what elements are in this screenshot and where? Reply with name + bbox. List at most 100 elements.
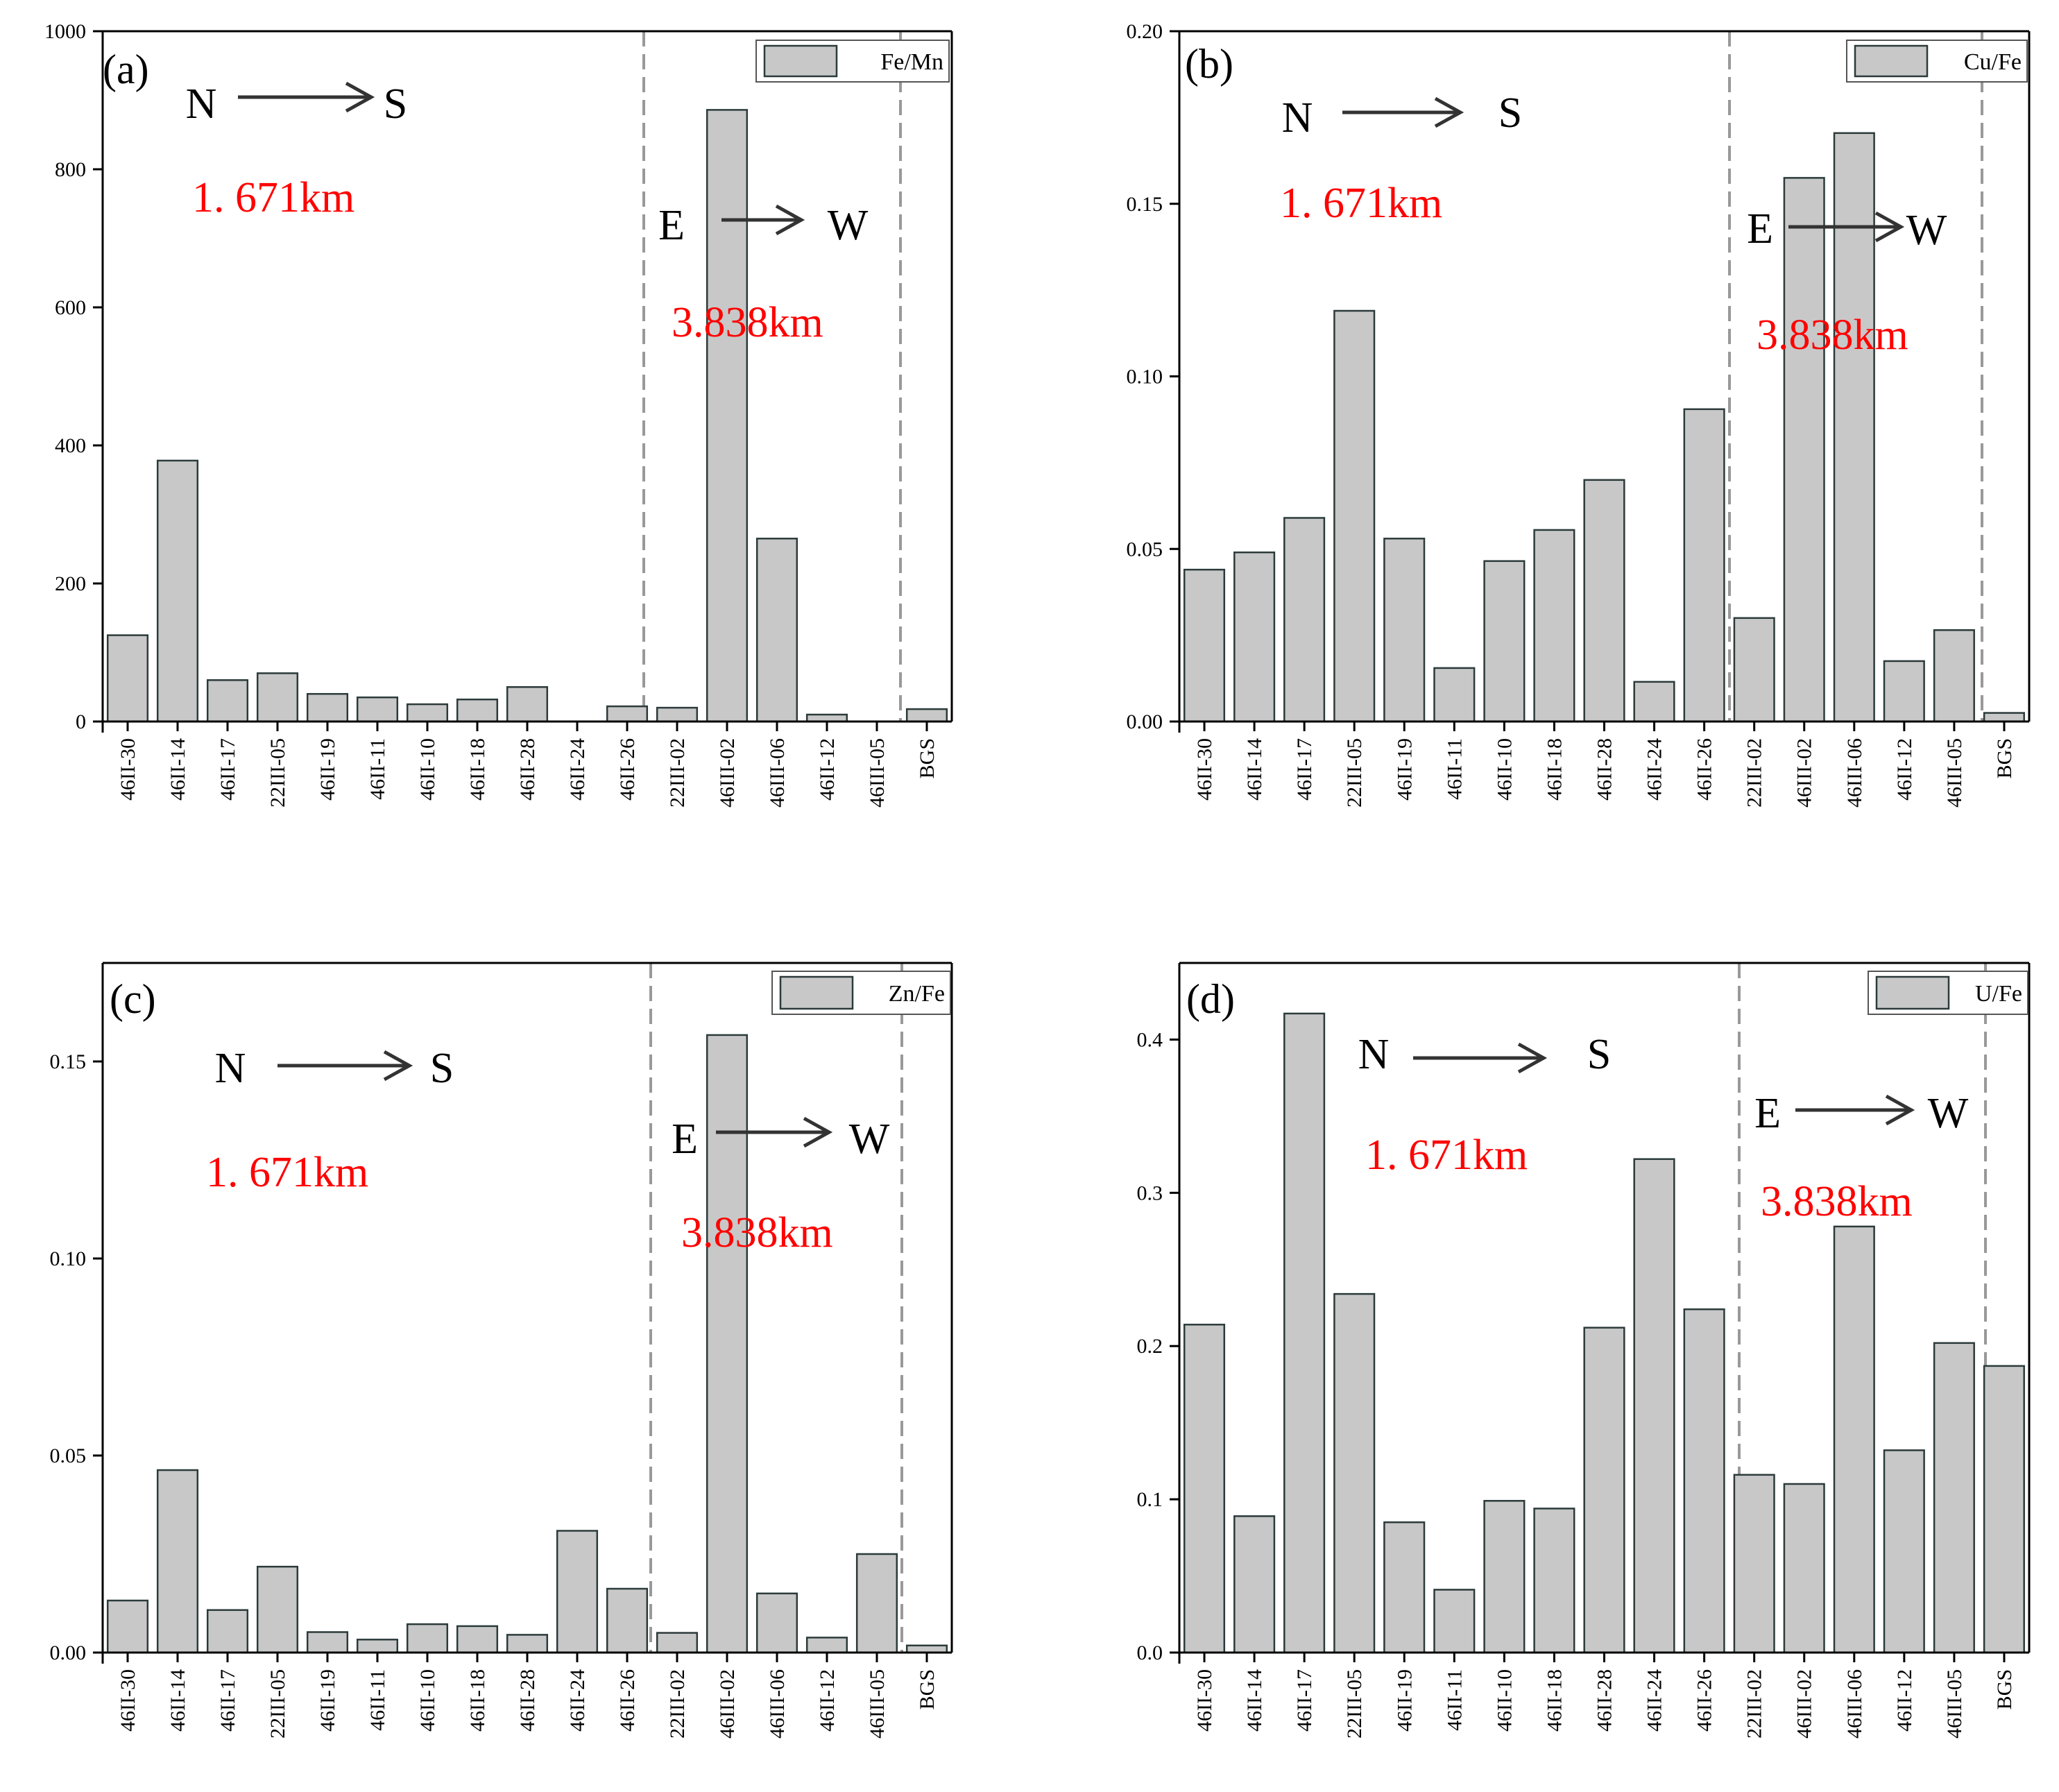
x-tick-label: 46II-24	[566, 1669, 589, 1732]
west-label: W	[1928, 1090, 1969, 1137]
bar-46II-24	[1633, 1158, 1675, 1654]
x-tick-label: 46III-05	[866, 1669, 889, 1739]
y-tick-label: 0.10	[50, 1247, 87, 1270]
x-tick-label: 46II-28	[516, 738, 539, 801]
bar-46III-02	[706, 109, 749, 723]
x-tick-label: 46II-26	[616, 1669, 639, 1732]
x-tick-label: 46II-11	[366, 1669, 389, 1731]
bar-46II-24	[1633, 681, 1675, 723]
y-tick-label: 1000	[44, 20, 86, 43]
bar-46II-18	[1533, 529, 1575, 723]
bar-46II-28	[1583, 1326, 1625, 1654]
x-tick-label: 46II-17	[1293, 1669, 1316, 1732]
x-tick-label: 46II-14	[166, 1669, 189, 1732]
x-tick-label: 46II-19	[316, 1669, 339, 1732]
bar-22III-02	[656, 706, 699, 723]
bar-46II-26	[606, 705, 649, 723]
x-tick-label: 46II-18	[1543, 738, 1566, 801]
x-tick-label: 46II-14	[1243, 738, 1266, 801]
x-tick-label: 46II-11	[1443, 738, 1466, 800]
x-tick-label: 46III-05	[1943, 1669, 1966, 1739]
x-tick-label: BGS	[916, 738, 939, 778]
bar-46III-05	[1933, 629, 1975, 723]
bar-46II-10	[1483, 560, 1526, 723]
south-label: S	[384, 80, 407, 128]
y-tick-label: 0.3	[1137, 1181, 1163, 1204]
bar-46II-26	[606, 1587, 649, 1654]
x-tick-label: 22III-02	[1743, 738, 1766, 808]
y-tick-label: 0.0	[1137, 1641, 1163, 1664]
bar-22III-02	[1733, 617, 1775, 723]
y-tick-label: 0.4	[1137, 1028, 1163, 1051]
north-south-distance: 1. 671km	[1365, 1132, 1528, 1179]
x-tick-label: 46III-06	[1843, 1669, 1866, 1739]
north-south-distance: 1. 671km	[192, 174, 354, 221]
x-tick-label: 46II-28	[1594, 738, 1616, 801]
bar-46II-11	[356, 1639, 399, 1654]
x-tick-label: 46II-11	[366, 738, 389, 800]
x-tick-label: 46II-12	[1893, 738, 1916, 801]
bar-22III-02	[656, 1632, 699, 1654]
east-west-arrow-head	[1885, 1094, 1915, 1126]
x-tick-label: 46III-06	[766, 738, 789, 808]
bar-46III-02	[1783, 1483, 1825, 1654]
x-tick-label: 46II-26	[1693, 738, 1716, 801]
bar-BGS	[905, 708, 948, 723]
east-west-arrow-head	[803, 1116, 833, 1148]
panel-label: (c)	[110, 976, 156, 1022]
west-label: W	[849, 1116, 890, 1163]
x-tick-label: 46II-18	[466, 1669, 489, 1732]
bar-46III-02	[1783, 177, 1825, 723]
south-label: S	[1587, 1031, 1611, 1078]
x-tick-label: 22III-05	[266, 1669, 289, 1739]
bar-46III-05	[855, 1553, 898, 1654]
x-tick-label: 46III-02	[716, 738, 739, 808]
x-tick-label: 46II-10	[1493, 738, 1516, 801]
panel-label: (b)	[1185, 41, 1233, 87]
bar-46II-11	[1433, 1589, 1476, 1654]
y-tick-label: 0	[76, 710, 86, 733]
x-tick-label: 46II-11	[1443, 1669, 1466, 1731]
east-label: E	[672, 1116, 698, 1163]
x-tick-label: 46II-14	[166, 738, 189, 801]
x-tick-label: 22III-02	[1743, 1669, 1766, 1739]
bar-BGS	[1983, 712, 2025, 723]
bar-22III-05	[1333, 309, 1376, 723]
x-tick-label: 46II-17	[1293, 738, 1316, 801]
x-tick-label: 46II-30	[1193, 738, 1216, 801]
north-south-arrow-head	[345, 81, 375, 113]
bar-46II-17	[1283, 1012, 1326, 1654]
east-west-distance: 3.838km	[672, 299, 823, 346]
chart-panel-a: 0 200 400 600 800 1000 46II-30 46II-14 46II-17 22…	[44, 20, 953, 808]
x-tick-label: 22III-05	[1343, 1669, 1366, 1739]
bar-46II-11	[1433, 667, 1476, 723]
bar-46II-26	[1683, 1308, 1725, 1654]
x-tick-label: 46II-30	[1193, 1669, 1216, 1732]
bar-22III-05	[256, 672, 299, 723]
x-tick-label: 46II-17	[216, 738, 239, 801]
x-tick-label: 46II-12	[1893, 1669, 1916, 1732]
east-west-distance: 3.838km	[681, 1209, 833, 1256]
north-south-arrow-head	[1517, 1042, 1548, 1074]
north-south-arrow-head	[1434, 96, 1464, 128]
bar-46III-05	[1933, 1342, 1975, 1654]
bar-46II-12	[1883, 1449, 1925, 1654]
east-west-arrow-head	[1874, 211, 1905, 243]
bar-46II-10	[406, 1623, 449, 1654]
east-label: E	[658, 202, 685, 249]
north-label: N	[1282, 94, 1313, 142]
bar-46II-18	[456, 1625, 499, 1654]
x-tick-label: 46II-10	[416, 1669, 439, 1732]
y-tick-label: 0.15	[1127, 193, 1163, 216]
x-tick-label: 46II-24	[1643, 738, 1666, 801]
y-tick-label: 0.00	[1127, 710, 1163, 733]
legend-swatch	[763, 44, 838, 78]
bar-46II-30	[1183, 568, 1226, 723]
bar-46II-14	[1233, 1515, 1276, 1654]
east-label: E	[1747, 205, 1773, 253]
bar-22III-02	[1733, 1474, 1775, 1654]
bar-46II-19	[306, 1631, 349, 1654]
bar-46II-28	[506, 1634, 549, 1654]
x-tick-label: 46II-10	[416, 738, 439, 801]
legend-label: Zn/Fe	[889, 981, 945, 1007]
